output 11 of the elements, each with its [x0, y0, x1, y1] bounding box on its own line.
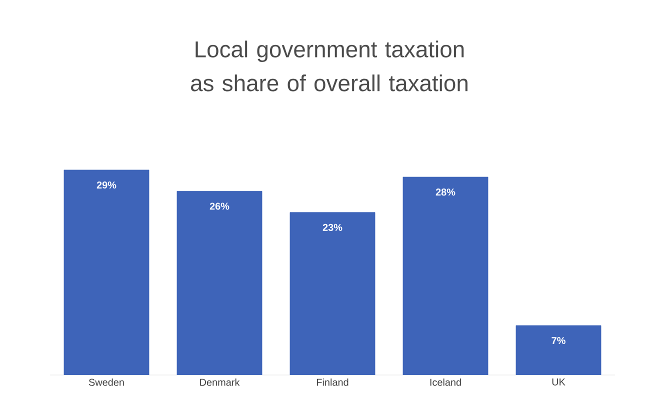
x-tick-label: Iceland — [430, 378, 461, 386]
x-tick-label: Sweden — [88, 378, 124, 386]
data-label: 26% — [210, 202, 230, 210]
chart-title: Local government taxation as share of overall taxation — [191, 40, 468, 92]
data-label: 23% — [322, 224, 342, 231]
x-tick-label: Finland — [316, 378, 348, 386]
data-label: 7% — [552, 337, 566, 344]
x-tick-label: UK — [552, 378, 566, 386]
data-label: 28% — [436, 188, 456, 196]
x-tick-label: Denmark — [200, 378, 240, 386]
data-label: 29% — [96, 181, 116, 189]
